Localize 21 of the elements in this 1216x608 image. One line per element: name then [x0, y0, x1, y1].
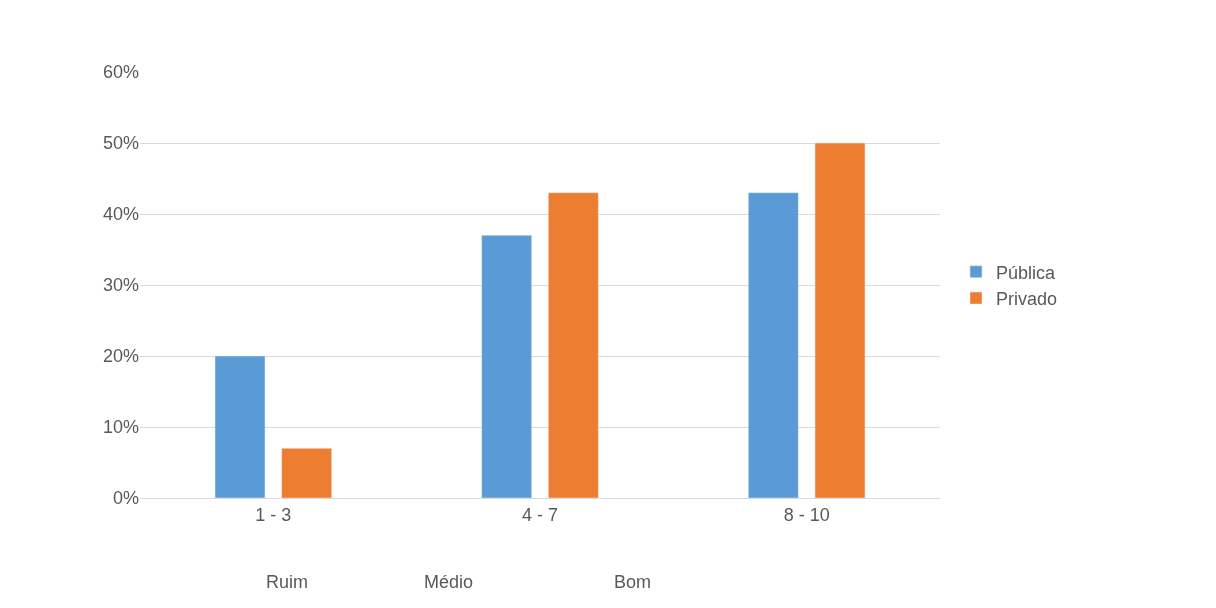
legend-label: Privado: [996, 289, 1058, 310]
bar: [281, 448, 332, 498]
y-tick-label: 40%: [102, 204, 139, 225]
text: Ruim: [266, 572, 309, 592]
y-tick-label: 0%: [112, 488, 139, 509]
bar: [481, 235, 532, 498]
text: Médio: [424, 572, 474, 592]
bar: [548, 192, 599, 498]
bar: [748, 192, 799, 498]
text: Bom: [614, 572, 652, 592]
y-tick-label: 20%: [102, 346, 139, 367]
x-tick-label: 4 - 7: [521, 504, 559, 525]
x-tick-label: 1 - 3: [255, 504, 292, 525]
x-tick-label: 8 - 10: [783, 504, 830, 525]
bar: [214, 355, 266, 498]
y-tick-label: 60%: [102, 62, 139, 83]
legend-label: Pública: [996, 262, 1057, 283]
y-tick-label: 30%: [102, 275, 139, 296]
y-tick-label: 10%: [102, 417, 139, 438]
bar: [814, 142, 866, 498]
y-tick-label: 50%: [102, 133, 139, 154]
